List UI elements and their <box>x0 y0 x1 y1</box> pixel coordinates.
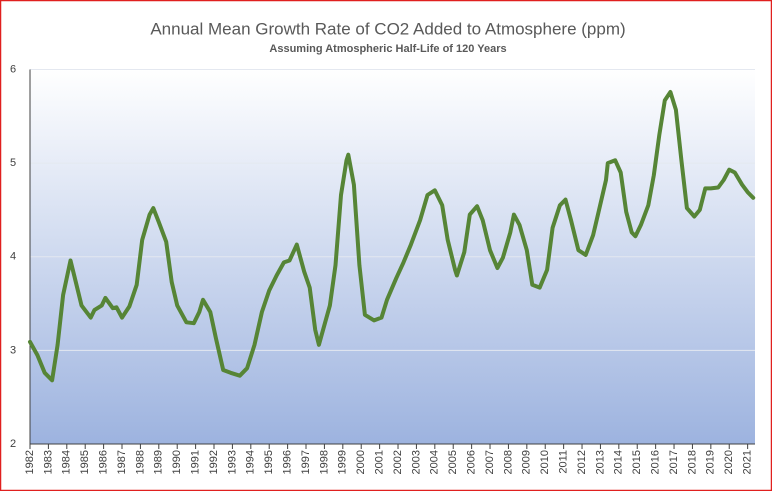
x-tick-label: 1997 <box>300 450 312 474</box>
x-tick-label: 2004 <box>429 450 441 474</box>
x-tick-label: 1986 <box>98 450 110 474</box>
x-tick-label: 2016 <box>650 450 662 474</box>
x-tick-label: 2013 <box>594 450 606 474</box>
x-tick-label: 1999 <box>337 450 349 474</box>
x-tick-label: 2012 <box>576 450 588 474</box>
x-tick-label: 2007 <box>484 450 496 474</box>
x-tick-label: 2011 <box>558 450 570 474</box>
y-tick-label: 5 <box>10 157 16 169</box>
x-tick-label: 2003 <box>410 450 422 474</box>
x-tick-label: 2020 <box>723 450 735 474</box>
x-tick-label: 1987 <box>116 450 128 474</box>
x-tick-label: 2018 <box>686 450 698 474</box>
x-tick-label: 2021 <box>742 450 754 474</box>
x-tick-label: 2000 <box>355 450 367 474</box>
x-tick-label: 1988 <box>134 450 146 474</box>
x-tick-label: 1993 <box>226 450 238 474</box>
y-tick-label: 3 <box>10 344 16 356</box>
x-tick-label: 2008 <box>502 450 514 474</box>
x-tick-label: 1992 <box>208 450 220 474</box>
x-tick-label: 2002 <box>392 450 404 474</box>
data-line <box>28 90 756 383</box>
x-tick-label: 1985 <box>79 450 91 474</box>
y-tick-label: 6 <box>10 63 16 75</box>
x-tick-label: 2019 <box>705 450 717 474</box>
y-tick-label: 2 <box>10 438 16 450</box>
x-tick-label: 1984 <box>61 450 73 474</box>
x-tick-label: 2014 <box>613 450 625 474</box>
x-tick-label: 2001 <box>374 450 386 474</box>
x-tick-label: 1982 <box>24 450 36 474</box>
y-tick-label: 4 <box>10 251 16 263</box>
x-tick-label: 2005 <box>447 450 459 474</box>
x-tick-label: 2009 <box>521 450 533 474</box>
x-tick-label: 1994 <box>245 450 257 474</box>
x-tick-label: 2010 <box>539 450 551 474</box>
chart-title: Annual Mean Growth Rate of CO2 Added to … <box>150 19 625 38</box>
x-tick-label: 1998 <box>318 450 330 474</box>
x-tick-label: 1983 <box>42 450 54 474</box>
x-tick-label: 2006 <box>466 450 478 474</box>
x-tick-label: 1995 <box>263 450 275 474</box>
x-tick-label: 2015 <box>631 450 643 474</box>
x-tick-label: 1996 <box>282 450 294 474</box>
x-tick-label: 2017 <box>668 450 680 474</box>
chart-subtitle: Assuming Atmospheric Half-Life of 120 Ye… <box>269 43 506 55</box>
x-tick-label: 1990 <box>171 450 183 474</box>
x-tick-label: 1989 <box>153 450 165 474</box>
x-tick-label: 1991 <box>190 450 202 474</box>
